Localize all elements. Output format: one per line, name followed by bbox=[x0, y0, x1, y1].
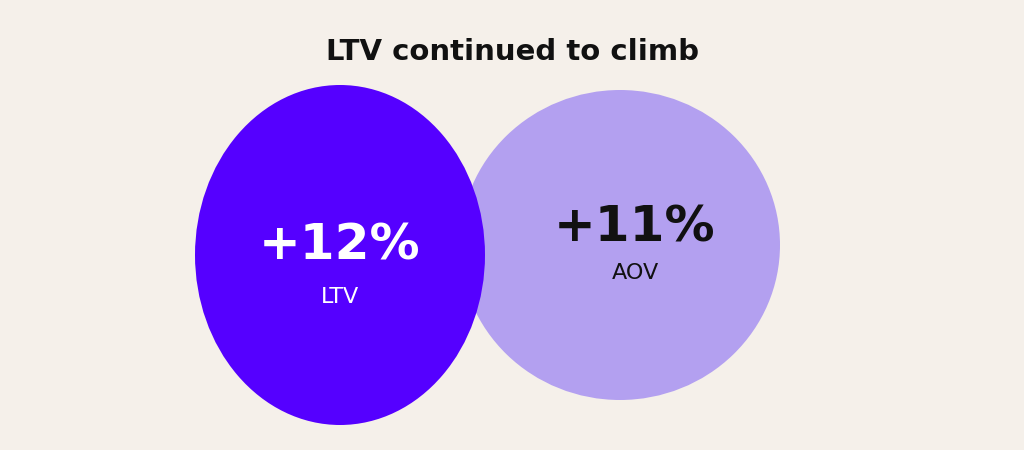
Text: AOV: AOV bbox=[611, 263, 658, 283]
Text: +11%: +11% bbox=[554, 203, 716, 251]
Ellipse shape bbox=[195, 85, 485, 425]
Text: LTV continued to climb: LTV continued to climb bbox=[326, 38, 698, 66]
Ellipse shape bbox=[460, 90, 780, 400]
Text: +12%: +12% bbox=[259, 221, 421, 269]
Text: LTV: LTV bbox=[321, 287, 359, 307]
